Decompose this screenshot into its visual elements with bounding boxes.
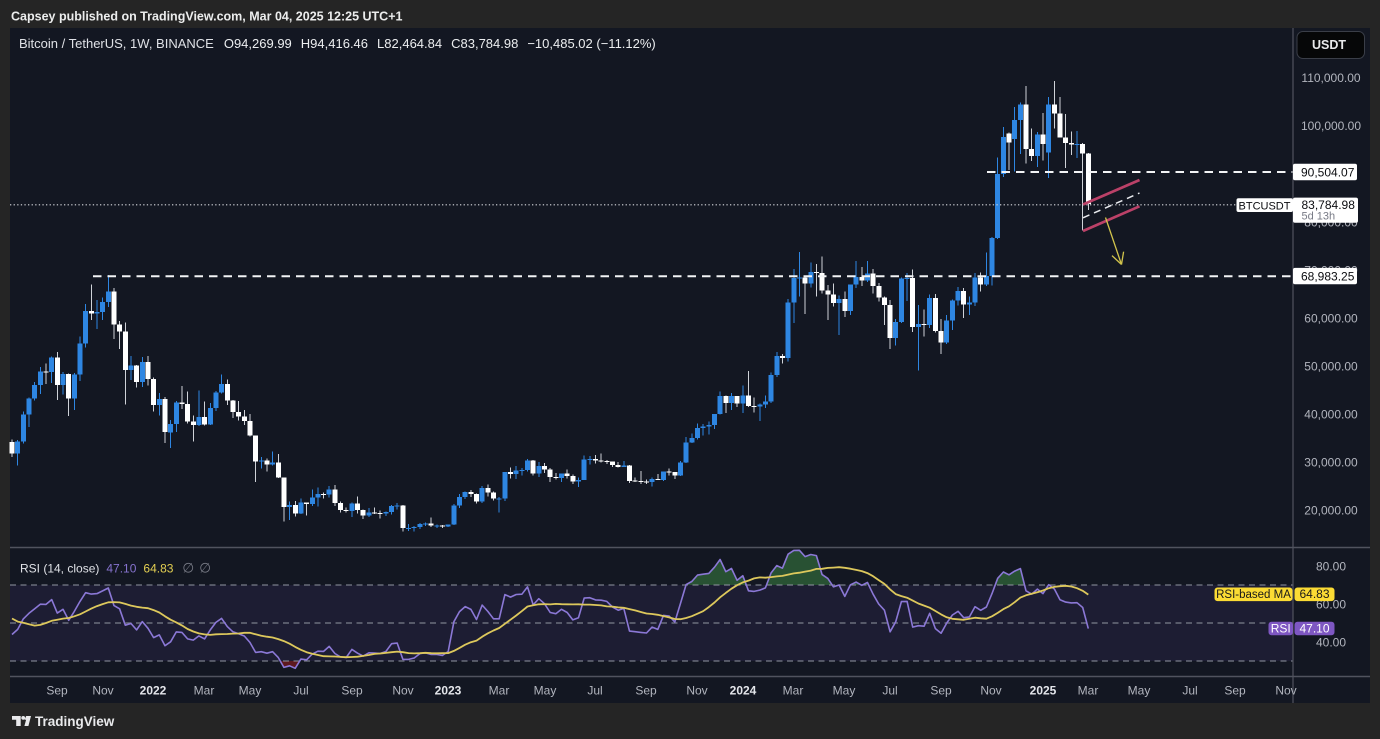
svg-text:2023: 2023 <box>435 684 462 698</box>
svg-text:Mar: Mar <box>194 684 215 698</box>
svg-text:100,000.00: 100,000.00 <box>1301 119 1361 133</box>
svg-text:2022: 2022 <box>140 684 167 698</box>
svg-text:47.10: 47.10 <box>1299 621 1329 635</box>
svg-text:Nov: Nov <box>686 684 707 698</box>
svg-text:110,000.00: 110,000.00 <box>1301 71 1360 85</box>
svg-text:Nov: Nov <box>392 684 413 698</box>
svg-text:5d 13h: 5d 13h <box>1302 211 1336 223</box>
svg-text:May: May <box>534 684 557 698</box>
svg-text:Jul: Jul <box>882 684 897 698</box>
svg-text:May: May <box>833 684 856 698</box>
svg-text:Mar: Mar <box>489 684 510 698</box>
svg-text:Jul: Jul <box>1182 684 1197 698</box>
svg-text:BTCUSDT: BTCUSDT <box>1239 200 1291 212</box>
svg-text:Nov: Nov <box>92 684 113 698</box>
svg-text:20,000.00: 20,000.00 <box>1304 504 1358 518</box>
svg-text:May: May <box>239 684 262 698</box>
svg-text:Mar: Mar <box>1078 684 1099 698</box>
svg-text:USDT: USDT <box>1312 38 1346 52</box>
svg-text:60,000.00: 60,000.00 <box>1304 312 1358 326</box>
svg-text:Bitcoin / TetherUS, 1W, BINANC: Bitcoin / TetherUS, 1W, BINANCE O94,269.9… <box>19 36 656 51</box>
svg-text:May: May <box>1128 684 1151 698</box>
svg-text:Sep: Sep <box>46 684 68 698</box>
svg-text:2025: 2025 <box>1030 684 1057 698</box>
svg-text:TradingView: TradingView <box>35 714 115 729</box>
svg-text:50,000.00: 50,000.00 <box>1304 360 1358 374</box>
svg-text:83,784.98: 83,784.98 <box>1302 198 1356 212</box>
svg-text:Jul: Jul <box>587 684 602 698</box>
svg-text:Mar: Mar <box>783 684 804 698</box>
svg-text:Sep: Sep <box>341 684 363 698</box>
svg-text:Jul: Jul <box>293 684 308 698</box>
svg-text:Sep: Sep <box>1224 684 1246 698</box>
svg-text:64.83: 64.83 <box>1299 587 1329 601</box>
svg-text:90,504.07: 90,504.07 <box>1301 165 1355 179</box>
svg-text:Sep: Sep <box>930 684 952 698</box>
svg-text:RSI: RSI <box>1271 621 1291 635</box>
svg-text:40,000.00: 40,000.00 <box>1304 408 1358 422</box>
svg-text:80.00: 80.00 <box>1316 560 1346 574</box>
svg-text:68,983.25: 68,983.25 <box>1301 269 1355 283</box>
svg-text:Nov: Nov <box>1275 684 1296 698</box>
svg-text:40.00: 40.00 <box>1316 636 1346 650</box>
svg-text:Capsey published on TradingVie: Capsey published on TradingView.com, Mar… <box>11 10 403 24</box>
svg-text:30,000.00: 30,000.00 <box>1304 456 1358 470</box>
svg-text:Sep: Sep <box>635 684 657 698</box>
svg-text:Nov: Nov <box>980 684 1001 698</box>
svg-text:RSI-based MA: RSI-based MA <box>1216 589 1291 601</box>
svg-text:2024: 2024 <box>730 684 757 698</box>
